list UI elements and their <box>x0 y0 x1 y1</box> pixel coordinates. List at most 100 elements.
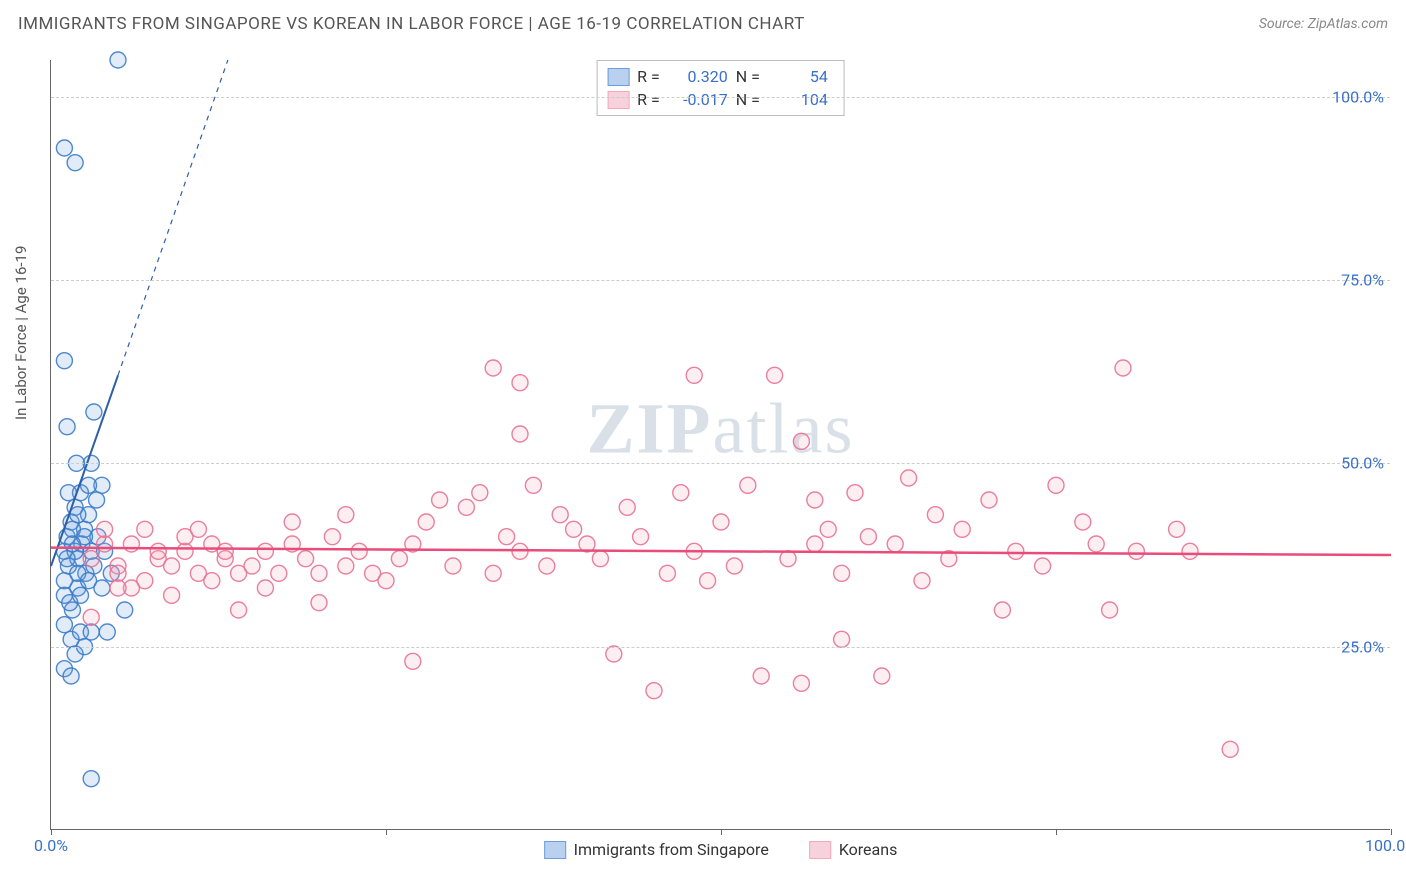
data-point <box>86 404 102 420</box>
data-point <box>150 543 166 559</box>
legend-swatch-koreans <box>809 841 831 859</box>
xtick <box>1391 829 1392 835</box>
data-point <box>298 551 314 567</box>
data-point <box>793 675 809 691</box>
trendline-extrapolated <box>118 60 228 375</box>
data-point <box>1222 741 1238 757</box>
data-point <box>63 668 79 684</box>
data-point <box>110 565 126 581</box>
gridline <box>51 463 1390 464</box>
data-point <box>793 433 809 449</box>
legend-r-label: R = <box>637 90 660 109</box>
data-point <box>405 653 421 669</box>
data-point <box>59 419 75 435</box>
data-point <box>231 602 247 618</box>
data-point <box>83 624 99 640</box>
data-point <box>83 609 99 625</box>
data-point <box>94 580 110 596</box>
xtick <box>721 829 722 835</box>
data-point <box>485 360 501 376</box>
data-point <box>117 602 133 618</box>
xtick-label: 0.0% <box>34 836 68 855</box>
data-point <box>67 155 83 171</box>
data-point <box>780 551 796 567</box>
legend-swatch-singapore <box>607 68 629 86</box>
xtick <box>51 829 52 835</box>
legend-label: Koreans <box>839 840 898 859</box>
data-point <box>525 477 541 493</box>
data-point <box>1035 558 1051 574</box>
data-point <box>257 543 273 559</box>
legend-correlation: R = 0.320 N = 54 R = -0.017 N = 104 <box>596 60 845 116</box>
data-point <box>351 543 367 559</box>
data-point <box>338 558 354 574</box>
data-point <box>1169 521 1185 537</box>
data-point <box>592 551 608 567</box>
data-point <box>217 543 233 559</box>
data-point <box>1048 477 1064 493</box>
data-point <box>56 140 72 156</box>
data-point <box>512 426 528 442</box>
gridline <box>51 647 1390 648</box>
data-point <box>190 521 206 537</box>
legend-r-label: R = <box>637 67 660 86</box>
data-point <box>472 485 488 501</box>
data-point <box>458 499 474 515</box>
data-point <box>994 602 1010 618</box>
data-point <box>686 367 702 383</box>
data-point <box>1075 514 1091 530</box>
legend-swatch-koreans <box>607 91 629 109</box>
data-point <box>56 617 72 633</box>
data-point <box>97 536 113 552</box>
data-point <box>123 536 139 552</box>
data-point <box>257 580 273 596</box>
data-point <box>83 771 99 787</box>
data-point <box>83 551 99 567</box>
data-point <box>338 507 354 523</box>
data-point <box>673 485 689 501</box>
legend-series: Immigrants from Singapore Koreans <box>544 840 898 859</box>
data-point <box>834 565 850 581</box>
scatter-svg <box>51 60 1391 830</box>
data-point <box>110 580 126 596</box>
xtick-label: 100.0% <box>1365 836 1406 855</box>
data-point <box>137 521 153 537</box>
data-point <box>619 499 635 515</box>
legend-swatch-singapore <box>544 841 566 859</box>
data-point <box>244 558 260 574</box>
data-point <box>271 565 287 581</box>
data-point <box>753 668 769 684</box>
data-point <box>887 536 903 552</box>
data-point <box>807 536 823 552</box>
data-point <box>633 529 649 545</box>
data-point <box>432 492 448 508</box>
data-point <box>72 587 88 603</box>
data-point <box>539 558 555 574</box>
data-point <box>1115 360 1131 376</box>
data-point <box>81 477 97 493</box>
data-point <box>552 507 568 523</box>
gridline <box>51 280 1390 281</box>
data-point <box>914 573 930 589</box>
legend-item-singapore: Immigrants from Singapore <box>544 840 769 859</box>
plot-area: ZIPatlas R = 0.320 N = 54 R = -0.017 N =… <box>50 60 1390 830</box>
data-point <box>378 573 394 589</box>
data-point <box>391 551 407 567</box>
data-point <box>700 573 716 589</box>
data-point <box>767 367 783 383</box>
data-point <box>954 521 970 537</box>
data-point <box>646 683 662 699</box>
data-point <box>927 507 943 523</box>
data-point <box>713 514 729 530</box>
data-point <box>499 529 515 545</box>
data-point <box>874 668 890 684</box>
data-point <box>56 353 72 369</box>
data-point <box>284 514 300 530</box>
data-point <box>311 595 327 611</box>
chart-title: IMMIGRANTS FROM SINGAPORE VS KOREAN IN L… <box>18 14 805 34</box>
data-point <box>1008 543 1024 559</box>
ytick-label: 50.0% <box>1341 454 1384 473</box>
data-point <box>70 507 86 523</box>
legend-item-koreans: Koreans <box>809 840 898 859</box>
data-point <box>1102 602 1118 618</box>
